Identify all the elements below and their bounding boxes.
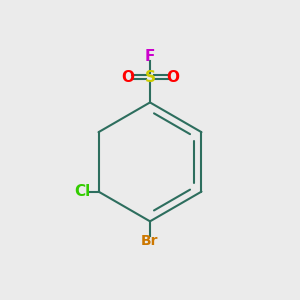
Text: F: F [145,50,155,64]
Text: Cl: Cl [74,184,90,199]
Text: S: S [145,70,155,85]
Text: Br: Br [141,234,159,248]
Text: O: O [121,70,134,85]
Text: O: O [166,70,179,85]
